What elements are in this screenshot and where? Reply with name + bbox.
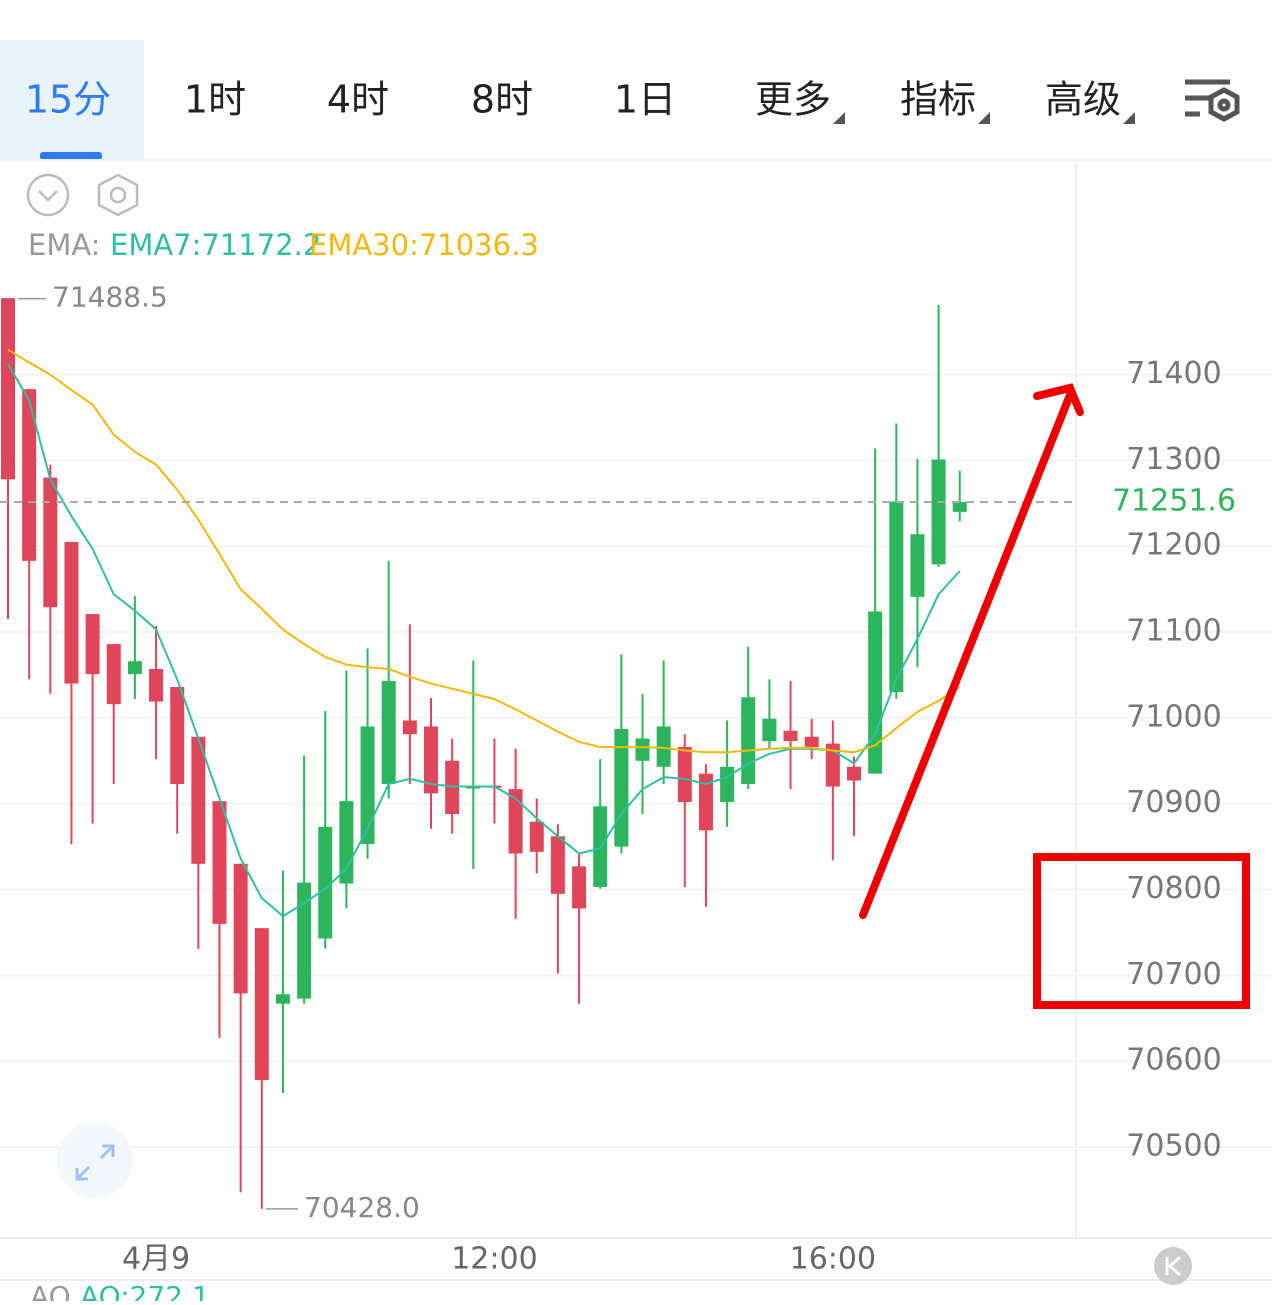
expand-button[interactable] (57, 1122, 133, 1198)
candle-body (149, 668, 164, 702)
tab[interactable]: 1时 (184, 78, 246, 122)
annotation (859, 383, 1250, 1009)
candle-body (677, 747, 692, 802)
candle-body (804, 736, 819, 748)
tab[interactable]: 高级 (1045, 78, 1121, 122)
x-tick-label: 4月9 (122, 1242, 190, 1277)
y-tick-label: 70900 (1126, 785, 1221, 820)
candle-body (698, 773, 713, 831)
last-price-label: 71251.6 (1112, 483, 1236, 518)
legend-ema30: EMA30:71036.3 (309, 228, 539, 262)
y-tick-label: 71400 (1126, 356, 1221, 391)
candle-body (550, 836, 565, 894)
candle-body (360, 726, 375, 845)
candle-body (572, 866, 587, 909)
gear-center (109, 186, 127, 204)
candle-body (508, 789, 523, 854)
max-label: 71488.5 (52, 281, 168, 314)
candle-body (762, 718, 777, 742)
candle-body (297, 882, 312, 999)
candle-body (424, 726, 438, 794)
active-tab-bg (0, 40, 144, 160)
plot (0, 297, 1076, 1210)
candle-body (381, 680, 396, 784)
candle-body (339, 801, 354, 884)
dropdown-caret (833, 112, 845, 124)
candle-body (889, 501, 904, 693)
grid (0, 373, 1272, 1149)
x-tick-label: 12:00 (451, 1242, 537, 1277)
tab[interactable]: 1日 (614, 78, 676, 122)
expand-icon (75, 1144, 115, 1181)
indicator-value: AO:272.1 (80, 1280, 210, 1301)
x-tick-label: 16:00 (790, 1242, 876, 1277)
tab[interactable]: 8时 (471, 78, 533, 122)
candle-body (254, 928, 269, 1081)
candle-body (22, 389, 37, 561)
legend-prefix: EMA: (28, 228, 100, 262)
candle-body (233, 863, 248, 994)
candle-body (868, 611, 883, 774)
y-tick-label: 71300 (1126, 442, 1221, 477)
indicator-name: AO (30, 1280, 71, 1301)
chevron (38, 190, 58, 202)
candle-body (741, 697, 756, 784)
candle-body (825, 743, 840, 787)
settings-icon[interactable] (1185, 79, 1240, 122)
candle-body (847, 766, 861, 781)
labels: 70500 70600 70700 70800 70900 71000 71100 71200… (52, 281, 1236, 1277)
collapse-icon[interactable] (26, 173, 70, 217)
candle-body (191, 736, 206, 864)
candle-body (529, 821, 544, 852)
ema-line (7, 348, 961, 754)
candle-body (64, 541, 79, 684)
candle-body (910, 534, 925, 597)
candle-body (106, 644, 121, 705)
candle-body (85, 614, 100, 675)
tab[interactable]: 15分 (25, 78, 111, 122)
candle-body (43, 477, 58, 608)
y-tick-label: 70800 (1126, 871, 1221, 906)
candle-body (318, 826, 333, 939)
y-tick-label: 70700 (1126, 957, 1221, 992)
active-tab-indicator (40, 152, 102, 160)
candle-body (931, 459, 946, 565)
k-icon (1165, 1255, 1182, 1277)
candle-body (952, 501, 967, 512)
ema-line (7, 363, 961, 918)
candle-body (614, 729, 629, 847)
dropdown-caret (1123, 112, 1135, 124)
indicator-settings-icon[interactable] (97, 173, 139, 217)
candle-body (720, 766, 735, 802)
tab[interactable]: 指标 (900, 78, 976, 122)
candle-body (656, 726, 671, 767)
candle-body (402, 720, 417, 735)
tab[interactable]: 更多 (755, 78, 831, 122)
y-tick-label: 70600 (1126, 1043, 1221, 1078)
candle-body (635, 738, 650, 761)
candle-body (783, 730, 798, 742)
scroll-latest-button[interactable] (1154, 1247, 1192, 1285)
candle-body (170, 686, 185, 784)
min-label: 70428.0 (304, 1191, 420, 1224)
dropdown-caret (978, 112, 990, 124)
y-tick-label: 71000 (1126, 699, 1221, 734)
candle-body (127, 661, 142, 675)
candle-body (1, 298, 15, 480)
candle-body (212, 801, 227, 924)
y-tick-label: 71200 (1126, 528, 1221, 563)
y-tick-label: 71100 (1126, 614, 1221, 649)
y-tick-label: 70500 (1126, 1129, 1221, 1164)
legend-ema7: EMA7:71172.2 (110, 228, 321, 262)
candle-body (275, 994, 290, 1004)
tab[interactable]: 4时 (327, 78, 389, 122)
